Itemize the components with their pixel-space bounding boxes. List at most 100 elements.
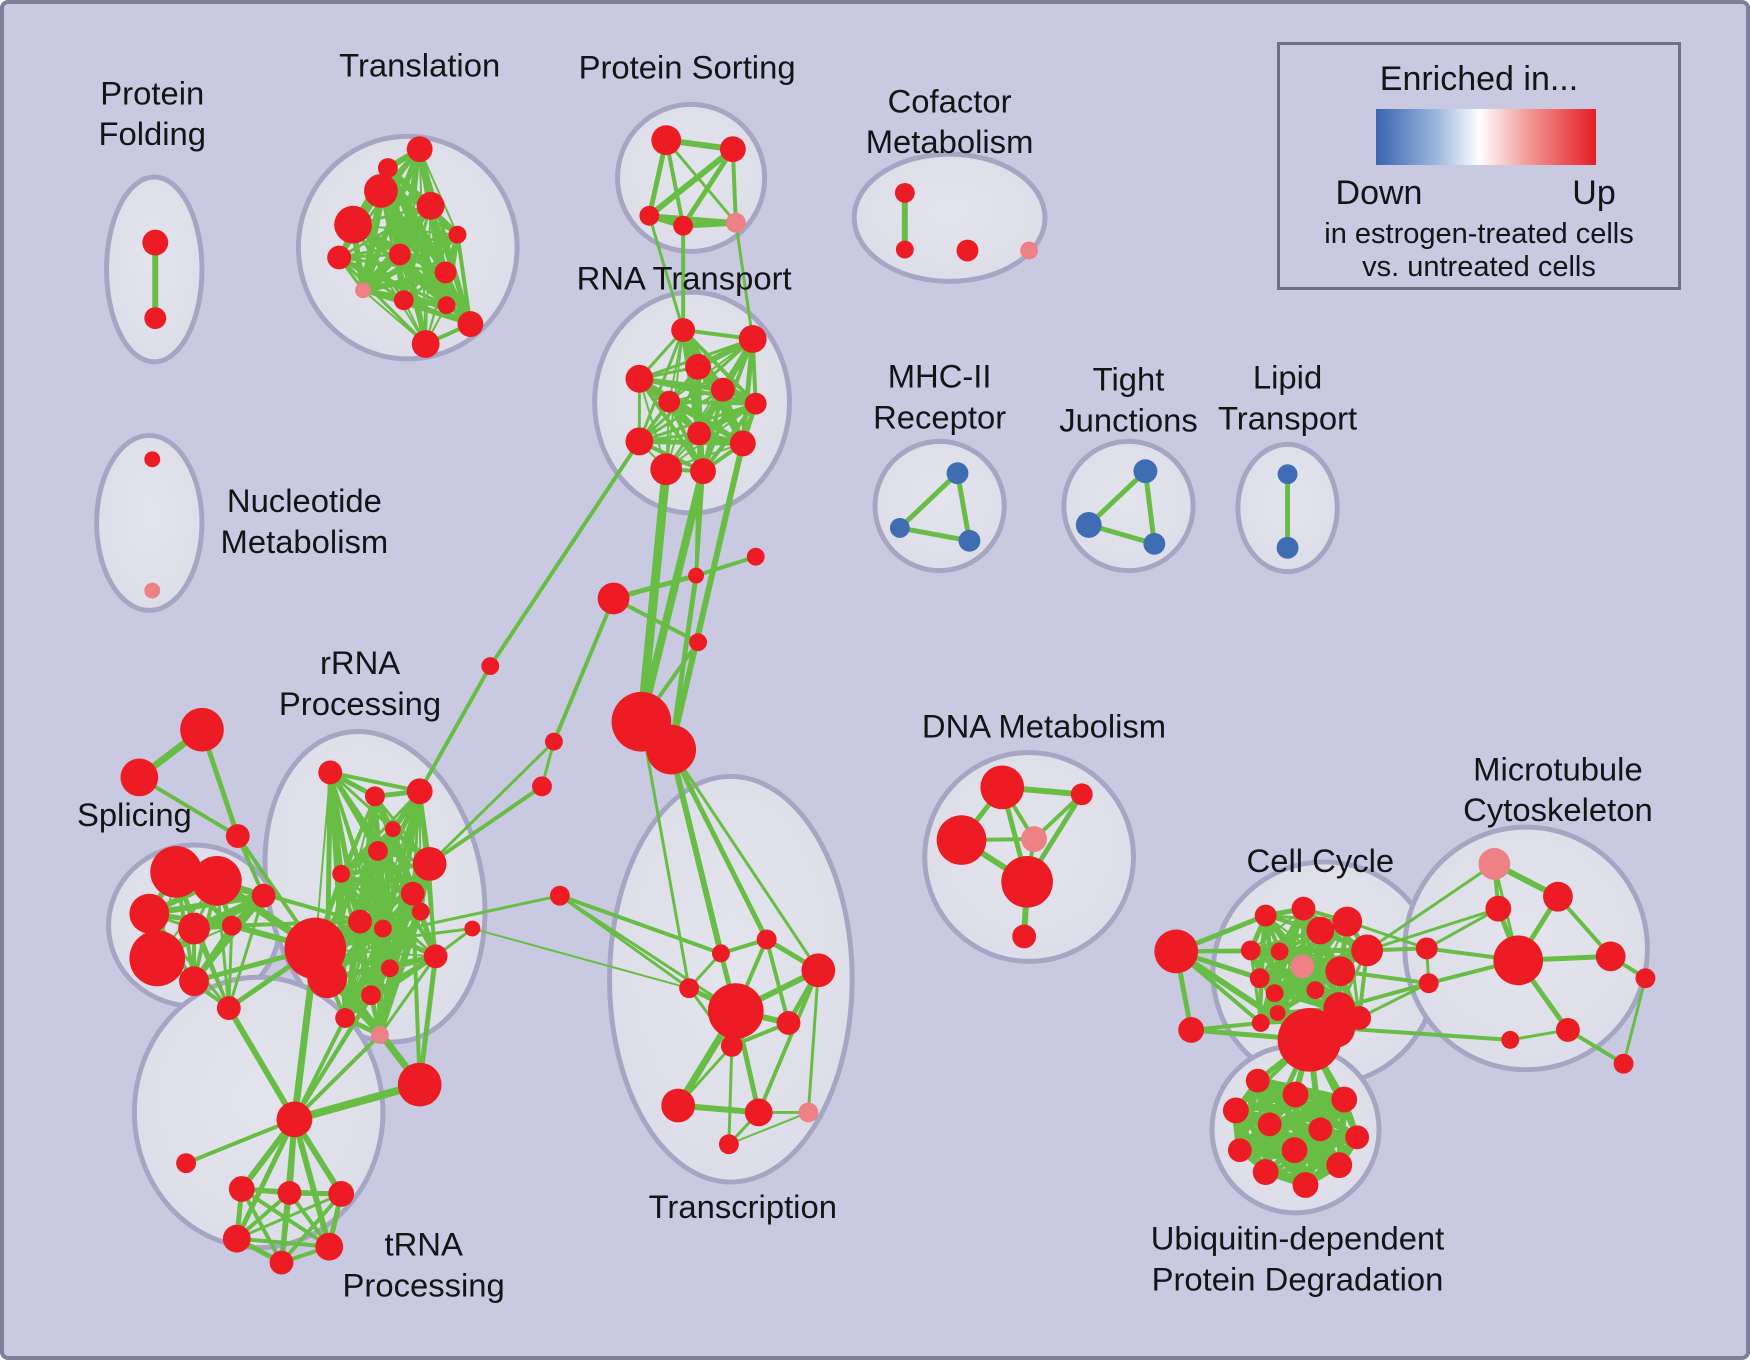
dna-metabolism-label: DNA Metabolism (922, 708, 1166, 745)
rrna-processing-node (411, 902, 430, 921)
transcription-edge (806, 968, 820, 1114)
translation-node (457, 311, 484, 338)
splicing-label: Splicing (77, 796, 192, 833)
inter-cluster-edge (137, 775, 240, 839)
cc-hub-node (1178, 1017, 1205, 1043)
dna-metabolism-node (1001, 855, 1053, 908)
tight-junctions-edge (1142, 468, 1157, 547)
rrna-processing-node (332, 864, 351, 883)
ubiquitin-degradation-node (1227, 1138, 1252, 1163)
dna-metabolism-node (1012, 924, 1037, 949)
trna-processing-node (269, 1250, 294, 1275)
rrna-processing-node (307, 958, 348, 999)
legend-title: Enriched in... (1379, 60, 1579, 98)
transcription-node (801, 953, 836, 988)
translation-node (416, 191, 445, 220)
rna-transport-node (650, 453, 683, 486)
tight-junctions-region (1061, 438, 1196, 574)
protein-sorting-edge (680, 146, 736, 229)
rna-transport-node (738, 325, 767, 353)
cell-cycle-node (1291, 896, 1316, 921)
microtubule-cytoskeleton-node (1493, 935, 1544, 986)
mhc-ii-receptor-edge (955, 470, 972, 544)
cell-cycle-node (1306, 981, 1325, 1000)
mhc-ii-receptor-node (958, 529, 981, 552)
hub-node (532, 776, 552, 797)
protein-sorting-node (651, 125, 682, 156)
splicing-edge (191, 892, 267, 985)
microtubule-cytoskeleton-node (1613, 1053, 1634, 1074)
translation-node (388, 243, 411, 266)
transcription-label: Transcription (649, 1188, 837, 1225)
tight-junctions-label: Tight Junctions (1059, 361, 1198, 439)
network-canvas: Protein Folding Translation Protein Sorting… (77, 47, 1656, 1304)
cc-hub-node (1154, 929, 1199, 974)
lipid-transport-label: Lipid Transport (1218, 359, 1357, 437)
dna-metabolism-node (936, 815, 987, 865)
ubiquitin-degradation-node (1222, 1097, 1249, 1124)
inter-cluster-edge (734, 221, 755, 341)
rna-transport-edge (636, 438, 746, 446)
rrna-processing-node (348, 909, 372, 934)
translation-edge (337, 256, 448, 274)
ubiquitin-degradation-node (1281, 1137, 1308, 1164)
bridges-node (549, 885, 570, 906)
inter-cluster-edge (637, 467, 707, 726)
rna-transport-edge (740, 336, 756, 446)
legend-down-label: Down (1335, 174, 1423, 212)
trna-processing-node (228, 1176, 255, 1202)
inter-cluster-edge (1365, 907, 1500, 952)
cell-cycle-node (1249, 968, 1270, 989)
rrna-processing-node (400, 881, 425, 906)
rrna-processing-edge (378, 954, 438, 1037)
nucleotide-metabolism-label: Nucleotide Metabolism (221, 482, 389, 560)
translation-edge (455, 232, 473, 327)
trna-processing-node (276, 1101, 313, 1138)
translation-node (437, 296, 456, 315)
trna-processing-edge (235, 1192, 343, 1241)
bridges-node (180, 707, 224, 752)
rrna-processing-label: rRNA Processing (279, 644, 441, 722)
rrna-processing-edge (378, 967, 391, 1036)
rrna-processing-edge (339, 872, 438, 958)
splicing-node (216, 996, 241, 1020)
rrna-processing-node (370, 1025, 389, 1044)
bridges-node (464, 920, 481, 937)
splicing-node (129, 893, 170, 934)
nucleotide-metabolism-node (144, 582, 161, 599)
microtubule-cytoskeleton-node (1555, 1018, 1580, 1042)
hub-node (646, 724, 697, 775)
trna-processing-label: tRNA Processing (343, 1226, 505, 1304)
bridges-node (225, 824, 250, 849)
lipid-transport-node (1276, 536, 1299, 559)
inter-cluster-edge (669, 748, 820, 972)
trna-processing-edge (291, 1116, 333, 1250)
cofactor-metabolism-node (956, 239, 979, 262)
cell-cycle-node (1269, 1005, 1286, 1021)
cofactor-metabolism-region (851, 151, 1048, 284)
transcription-node (718, 1134, 739, 1155)
microtubule-cytoskeleton-node (1543, 881, 1573, 912)
inter-cluster-edge (668, 440, 746, 753)
transcription-edge (727, 1044, 734, 1146)
hub-node (746, 547, 765, 566)
ubiquitin-degradation-node (1245, 1068, 1270, 1093)
legend-subtitle-line1: in estrogen-treated cells (1324, 218, 1634, 250)
protein-sorting-edge (646, 146, 736, 219)
transcription-node (776, 1011, 801, 1035)
cell-cycle-node (1306, 916, 1335, 945)
mhc-ii-receptor-node (946, 462, 969, 485)
dna-metabolism-node (1070, 783, 1093, 806)
mhc-ii-receptor-edge (897, 470, 960, 531)
tight-junctions-node (1133, 459, 1158, 484)
splicing-node (179, 966, 209, 997)
rna-transport-edge (637, 328, 685, 443)
rrna-processing-node (384, 821, 401, 838)
rrna-processing-node (406, 778, 433, 805)
inter-cluster-edge (647, 214, 685, 332)
hub-node (544, 732, 563, 751)
rna-transport-label: RNA Transport (577, 259, 792, 296)
rrna-processing-node (368, 841, 388, 861)
rrna-processing-node (361, 985, 381, 1006)
translation-node (355, 282, 371, 299)
